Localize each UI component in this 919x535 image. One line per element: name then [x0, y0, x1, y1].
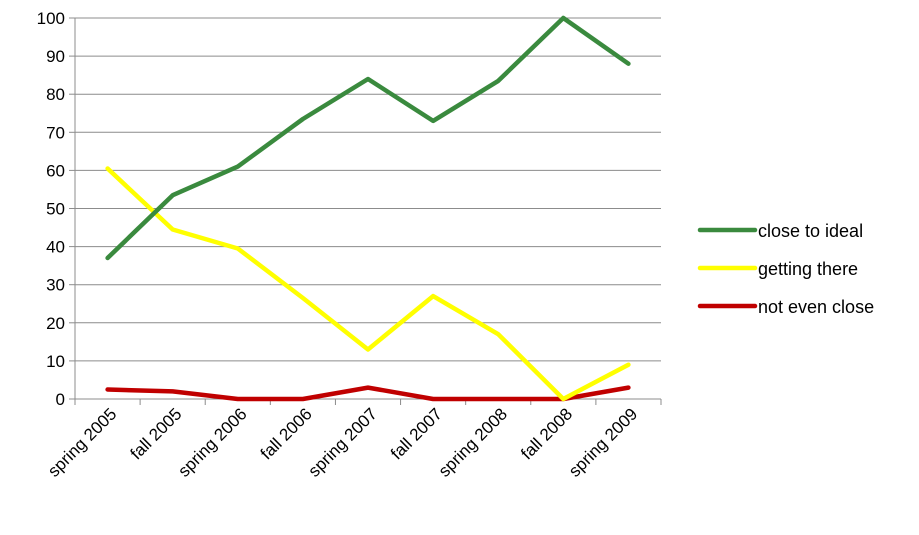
legend-label: getting there [758, 259, 858, 279]
x-tick-label: spring 2008 [435, 404, 511, 480]
y-tick-label: 0 [56, 390, 65, 409]
y-tick-label: 80 [46, 85, 65, 104]
y-tick-label: 30 [46, 276, 65, 295]
x-tick-label: fall 2007 [387, 404, 446, 463]
y-tick-label: 10 [46, 352, 65, 371]
legend-label: not even close [758, 297, 874, 317]
x-tick-label: spring 2005 [44, 404, 120, 480]
y-tick-label: 50 [46, 200, 65, 219]
x-tick-label: fall 2006 [257, 404, 316, 463]
x-tick-label: spring 2006 [174, 404, 250, 480]
x-tick-label: spring 2009 [565, 404, 641, 480]
y-tick-label: 100 [37, 9, 65, 28]
x-tick-label: fall 2005 [127, 404, 186, 463]
series-lines [105, 15, 631, 402]
legend: close to ideal getting there not even clos… [697, 221, 874, 317]
series-line-close-to-ideal [105, 15, 631, 261]
y-tick-label: 40 [46, 238, 65, 257]
y-axis-ticks: 0 10 20 30 40 50 60 70 80 90 100 [37, 9, 75, 409]
y-tick-label: 90 [46, 47, 65, 66]
gridlines [75, 17, 661, 362]
series-line-getting-there [105, 166, 631, 402]
y-tick-label: 20 [46, 314, 65, 333]
x-tick-label: fall 2008 [517, 404, 576, 463]
x-tick-label: spring 2007 [305, 404, 381, 480]
series-line-not-even-close [105, 385, 631, 402]
legend-label: close to ideal [758, 221, 863, 241]
y-tick-label: 60 [46, 161, 65, 180]
y-tick-label: 70 [46, 123, 65, 142]
